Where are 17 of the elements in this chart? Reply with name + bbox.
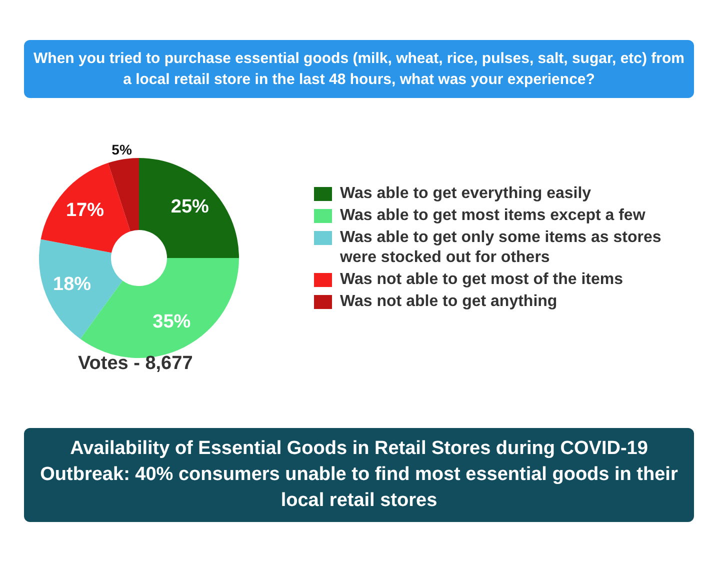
donut-slice — [108, 158, 139, 232]
data-label: 35% — [152, 312, 191, 333]
donut-slice — [39, 239, 123, 339]
data-label: 25% — [170, 196, 210, 218]
data-label: 5% — [112, 141, 132, 158]
text: Availability of Essential Goods in Retail Stores during COVID-19 Outbreak: 40% consumers unable to find most essential goods in their local retail stores — [24, 428, 694, 522]
chart-title: When you tried to purchase essential goods (milk, wheat, rice, pulses, salt, sugar, etc) from a local retail store in the last 48 hours, what was your experience? — [24, 40, 694, 98]
data-label: 18% — [53, 274, 92, 296]
donut-slice — [40, 162, 130, 253]
legend-label: Was able to get everything easily — [340, 184, 592, 204]
text: Votes - 8,677 — [78, 353, 193, 375]
legend-label: Was able to get most items except a few — [340, 206, 646, 226]
donut-slice — [139, 158, 239, 258]
legend-label: Was able to get only some items as stores were stocked out for others — [340, 228, 662, 268]
data-label: 17% — [66, 200, 104, 221]
legend-label: Was not able to get most of the items — [340, 270, 623, 290]
legend-label: Was not able to get anything — [340, 292, 558, 312]
